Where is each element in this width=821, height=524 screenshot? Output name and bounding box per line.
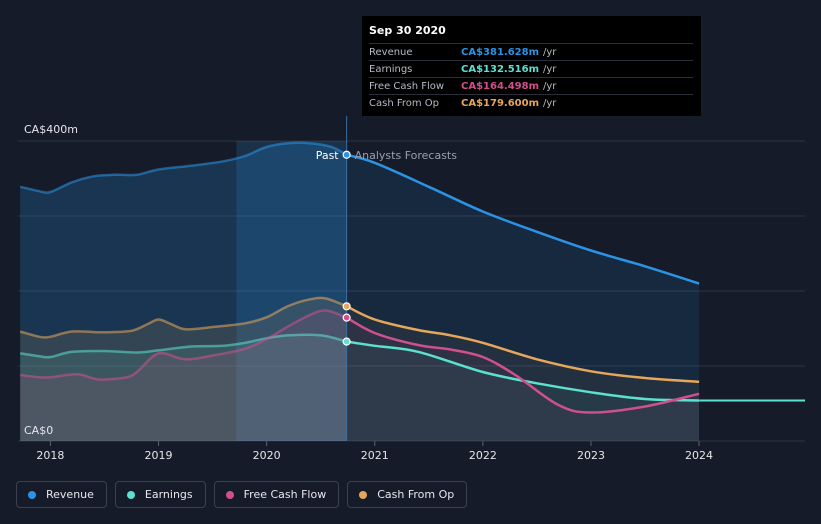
tooltip-row-free-cash-flow: Free Cash Flow CA$164.498m /yr — [369, 77, 693, 94]
legend-label: Cash From Op — [377, 488, 455, 501]
tooltip-unit: /yr — [543, 63, 557, 75]
past-label: Past — [316, 149, 340, 162]
line-past-earnings — [20, 333, 347, 359]
legend-item-earnings[interactable]: Earnings — [114, 481, 206, 508]
legend-label: Free Cash Flow — [243, 488, 327, 501]
legend-dot-icon — [225, 490, 234, 499]
legend-dot-icon — [126, 490, 135, 499]
line-forecast-cash-from-op — [346, 305, 700, 384]
y-axis-top-label: CA$400m — [24, 123, 78, 136]
x-axis-ticks: 2018 2019 2020 2021 2022 2023 2024 — [36, 441, 713, 462]
line-past-revenue — [19, 141, 348, 194]
y-axis-bottom-label: CA$0 — [24, 424, 53, 437]
series-lines — [19, 141, 805, 414]
tooltip-label: Revenue — [369, 46, 413, 58]
area-past-earnings — [20, 334, 347, 441]
legend-item-free-cash-flow[interactable]: Free Cash Flow — [213, 481, 340, 508]
tooltip-markers — [342, 150, 351, 346]
past-highlight-band — [236, 141, 347, 441]
x-tick-label: 2021 — [361, 449, 389, 462]
marker-cash-from-op — [342, 302, 351, 311]
area-forecast-cash-from-op — [346, 306, 700, 441]
series-areas — [20, 142, 700, 442]
tooltip-value: CA$179.600m — [461, 97, 540, 109]
marker-free-cash-flow — [342, 313, 351, 322]
legend-label: Earnings — [144, 488, 193, 501]
tooltip-unit: /yr — [543, 46, 557, 58]
legend-item-revenue[interactable]: Revenue — [16, 481, 107, 508]
line-past-cash-from-op — [19, 296, 348, 339]
tooltip-row-revenue: Revenue CA$381.628m /yr — [369, 43, 693, 60]
area-past-free-cash-flow — [20, 310, 347, 441]
x-tick-label: 2023 — [577, 449, 605, 462]
x-tick-label: 2018 — [36, 449, 64, 462]
x-tick-label: 2024 — [685, 449, 713, 462]
x-tick-label: 2022 — [469, 449, 497, 462]
line-forecast-earnings — [346, 340, 700, 402]
forecast-label: Analysts Forecasts — [355, 149, 458, 162]
tooltip-label: Cash From Op — [369, 97, 440, 109]
legend-item-cash-from-op[interactable]: Cash From Op — [347, 481, 468, 508]
tooltip-date: Sep 30 2020 — [369, 24, 446, 37]
area-past-revenue — [20, 142, 347, 441]
line-forecast-free-cash-flow — [345, 316, 700, 414]
marker-revenue — [342, 150, 351, 159]
legend: Revenue Earnings Free Cash Flow Cash Fro… — [16, 481, 468, 508]
marker-earnings — [342, 337, 351, 346]
area-forecast-revenue — [346, 154, 700, 442]
line-past-free-cash-flow — [20, 309, 348, 381]
tooltip-row-cash-from-op: Cash From Op CA$179.600m /yr — [369, 94, 693, 111]
tooltip-value: CA$164.498m — [461, 80, 540, 92]
gridlines — [18, 140, 805, 442]
legend-dot-icon — [359, 490, 368, 499]
tooltip-label: Free Cash Flow — [369, 80, 445, 92]
area-past-cash-from-op — [20, 297, 347, 441]
tooltip-value: CA$132.516m — [461, 63, 540, 75]
tooltip-value: CA$381.628m — [461, 46, 540, 58]
line-forecast-revenue — [346, 153, 700, 285]
x-tick-label: 2020 — [253, 449, 281, 462]
data-tooltip: Sep 30 2020 Revenue CA$381.628m /yr Earn… — [362, 16, 701, 116]
tooltip-row-earnings: Earnings CA$132.516m /yr — [369, 60, 693, 77]
legend-dot-icon — [28, 490, 36, 499]
area-forecast-earnings — [346, 341, 700, 441]
tooltip-unit: /yr — [543, 97, 557, 109]
tooltip-unit: /yr — [543, 80, 557, 92]
legend-label: Revenue — [46, 488, 94, 501]
tooltip-label: Earnings — [369, 63, 413, 75]
x-tick-label: 2019 — [145, 449, 173, 462]
